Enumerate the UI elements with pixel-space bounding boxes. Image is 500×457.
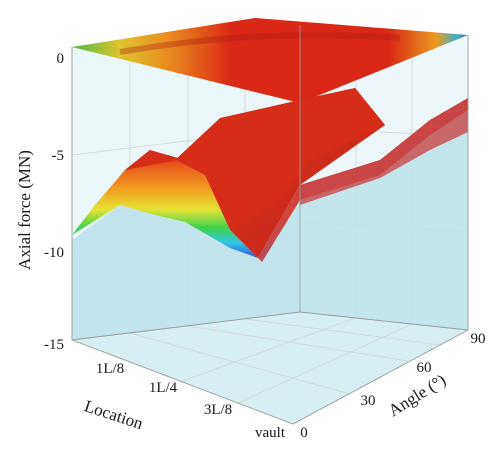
- y-tick-label: 30: [361, 393, 376, 409]
- middle-surface-gradient: [72, 150, 258, 258]
- x-tick-label: 1L/8: [96, 361, 124, 377]
- y-tick-label: 60: [417, 360, 432, 376]
- z-axis-title: Axial force (MN): [15, 150, 34, 270]
- y-tick-label: 90: [471, 331, 486, 347]
- x-axis-title: Location: [82, 396, 146, 433]
- z-tick-label: 0: [57, 51, 65, 67]
- z-tick-label: -5: [52, 148, 65, 164]
- box-frame: [71, 25, 469, 425]
- top-surface-shade: [72, 18, 468, 103]
- top-surface-stripe: [119, 32, 401, 55]
- under-surface-fill: [72, 98, 468, 340]
- middle-surface-top: [125, 88, 385, 232]
- x-tick-label: vault: [255, 425, 286, 441]
- z-tick-label: -15: [44, 337, 64, 353]
- top-surface: [72, 18, 468, 103]
- z-axis: 0 -5 -10 -15 Axial force (MN): [15, 51, 64, 353]
- y-axis-title: Angle (°): [385, 370, 449, 420]
- x-tick-label: 3L/8: [204, 402, 232, 418]
- z-tick-label: -10: [44, 245, 64, 261]
- x-tick-label: 1L/4: [149, 380, 178, 396]
- floor: [72, 312, 468, 424]
- y-tick-label: 0: [300, 425, 308, 441]
- right-surface-face: [300, 98, 468, 205]
